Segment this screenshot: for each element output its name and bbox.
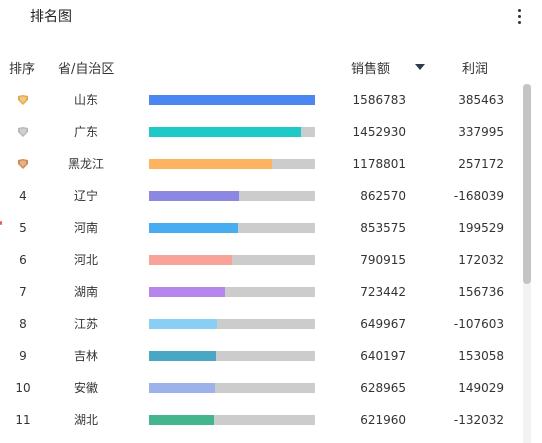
- ranking-list: 山东 1586783 385463 广东 1452930 337995 黑龙江 1178801…: [0, 84, 520, 443]
- sales-value: 1452930: [352, 125, 406, 139]
- profit-value: 257172: [458, 157, 504, 171]
- sales-bar: [149, 191, 240, 201]
- sales-bar-track: [149, 255, 315, 265]
- more-vertical-icon[interactable]: [514, 9, 524, 27]
- sales-bar-track: [149, 351, 315, 361]
- sales-value: 790915: [360, 253, 406, 267]
- table-row[interactable]: 10 安徽 628965 149029: [0, 372, 520, 404]
- province-name: 湖北: [73, 413, 98, 427]
- caret-down-icon[interactable]: [415, 64, 425, 70]
- sales-bar: [149, 415, 215, 425]
- column-header-rank: 排序: [9, 62, 36, 77]
- sales-bar: [149, 383, 215, 393]
- rank-number: 7: [19, 285, 27, 299]
- profit-value: -132032: [453, 413, 504, 427]
- province-name: 广东: [73, 125, 98, 139]
- profit-value: 149029: [458, 381, 504, 395]
- column-header-profit[interactable]: 利润: [462, 62, 489, 77]
- page-title: 排名图: [30, 9, 72, 25]
- sales-value: 649967: [360, 317, 406, 331]
- sales-bar: [149, 127, 301, 137]
- rank-number: 10: [15, 381, 31, 395]
- rank-number: 6: [19, 253, 27, 267]
- medal-gold-icon: [17, 94, 29, 105]
- sales-bar-track: [149, 319, 315, 329]
- scrollbar-thumb[interactable]: [523, 84, 531, 284]
- edge-marker: [0, 221, 2, 225]
- province-name: 吉林: [73, 349, 98, 363]
- column-header-province: 省/自治区: [58, 62, 115, 77]
- sales-bar: [149, 351, 216, 361]
- table-row[interactable]: 8 江苏 649967 -107603: [0, 308, 520, 340]
- profit-value: 199529: [458, 221, 504, 235]
- sales-bar-track: [149, 383, 315, 393]
- rank-number: 5: [19, 221, 27, 235]
- sales-bar: [149, 95, 315, 105]
- profit-value: 337995: [458, 125, 504, 139]
- sales-bar: [149, 255, 232, 265]
- province-name: 黑龙江: [67, 157, 104, 171]
- province-name: 安徽: [73, 381, 98, 395]
- sales-bar-track: [149, 287, 315, 297]
- sales-bar: [149, 319, 217, 329]
- column-header-sales[interactable]: 销售额: [351, 62, 391, 77]
- table-row[interactable]: 广东 1452930 337995: [0, 116, 520, 148]
- sales-value: 628965: [360, 381, 406, 395]
- rank-number: 9: [19, 349, 27, 363]
- sales-value: 862570: [360, 189, 406, 203]
- table-row[interactable]: 11 湖北 621960 -132032: [0, 404, 520, 436]
- sales-bar: [149, 159, 273, 169]
- sales-bar-track: [149, 95, 315, 105]
- rank-number: 11: [15, 413, 31, 427]
- profit-value: 172032: [458, 253, 504, 267]
- sales-bar-track: [149, 415, 315, 425]
- table-row[interactable]: 9 吉林 640197 153058: [0, 340, 520, 372]
- profit-value: 156736: [458, 285, 504, 299]
- sales-value: 1178801: [352, 157, 406, 171]
- sales-bar-track: [149, 223, 315, 233]
- table-row[interactable]: 7 湖南 723442 156736: [0, 276, 520, 308]
- table-row[interactable]: 山东 1586783 385463: [0, 84, 520, 116]
- sales-value: 853575: [360, 221, 406, 235]
- profit-value: 153058: [458, 349, 504, 363]
- sales-value: 723442: [360, 285, 406, 299]
- sales-value: 1586783: [352, 93, 406, 107]
- province-name: 辽宁: [73, 189, 98, 203]
- profit-value: -168039: [453, 189, 504, 203]
- table-row[interactable]: 5 河南 853575 199529: [0, 212, 520, 244]
- province-name: 山东: [73, 93, 98, 107]
- profit-value: -107603: [453, 317, 504, 331]
- province-name: 河北: [73, 253, 98, 267]
- table-row[interactable]: 4 辽宁 862570 -168039: [0, 180, 520, 212]
- sales-bar-track: [149, 159, 315, 169]
- sales-bar: [149, 223, 239, 233]
- sales-value: 640197: [360, 349, 406, 363]
- rank-number: 4: [19, 189, 27, 203]
- sales-value: 621960: [360, 413, 406, 427]
- table-row[interactable]: 黑龙江 1178801 257172: [0, 148, 520, 180]
- table-row[interactable]: 6 河北 790915 172032: [0, 244, 520, 276]
- province-name: 江苏: [73, 317, 98, 331]
- rank-number: 8: [19, 317, 27, 331]
- province-name: 湖南: [73, 285, 98, 299]
- sales-bar-track: [149, 127, 315, 137]
- profit-value: 385463: [458, 93, 504, 107]
- sales-bar: [149, 287, 225, 297]
- province-name: 河南: [73, 221, 98, 235]
- medal-bronze-icon: [17, 158, 29, 169]
- sales-bar-track: [149, 191, 315, 201]
- medal-silver-icon: [17, 126, 29, 137]
